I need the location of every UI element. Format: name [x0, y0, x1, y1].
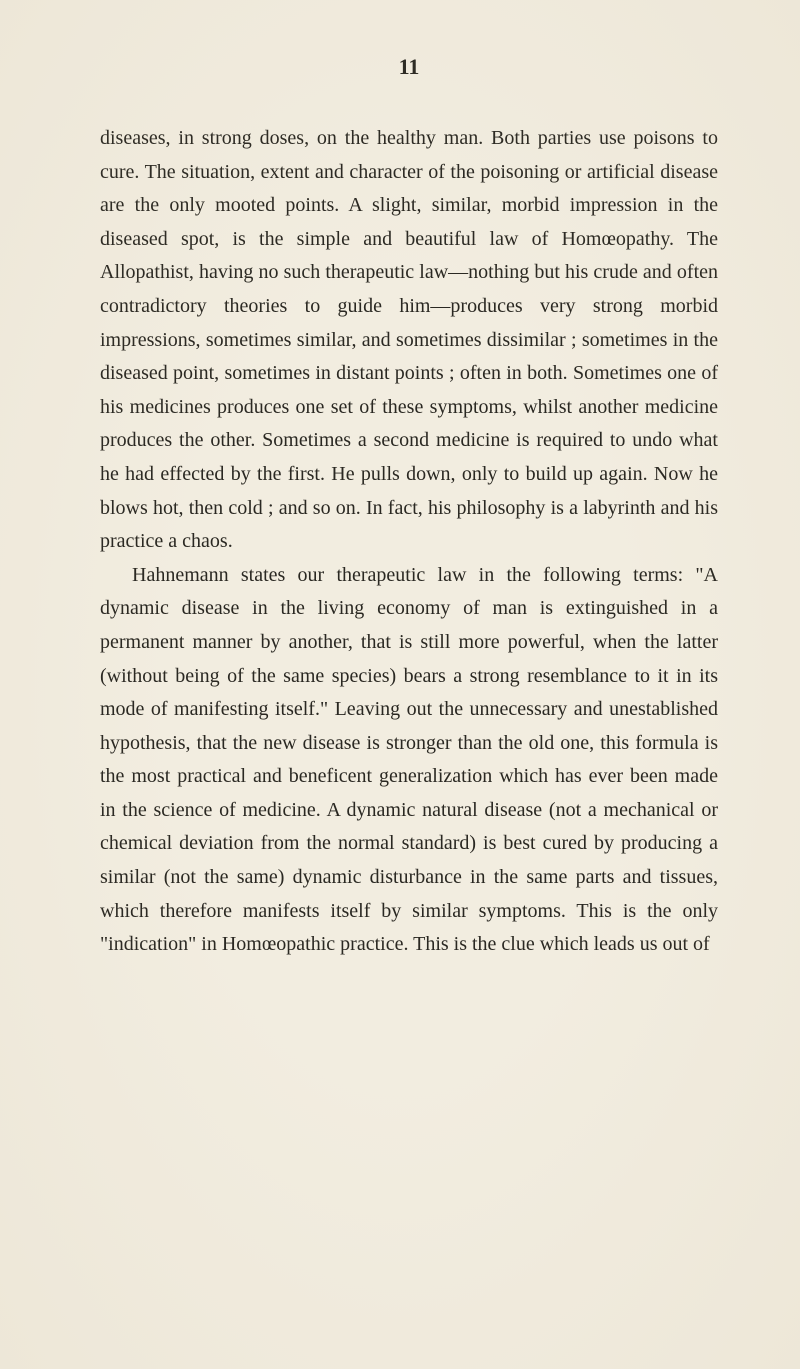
- paragraph: diseases, in strong doses, on the health…: [100, 122, 718, 559]
- page-number: 11: [100, 54, 718, 80]
- document-page: 11 diseases, in strong doses, on the hea…: [0, 0, 800, 1369]
- body-text-container: diseases, in strong doses, on the health…: [100, 122, 718, 962]
- paragraph: Hahnemann states our therapeutic law in …: [100, 559, 718, 962]
